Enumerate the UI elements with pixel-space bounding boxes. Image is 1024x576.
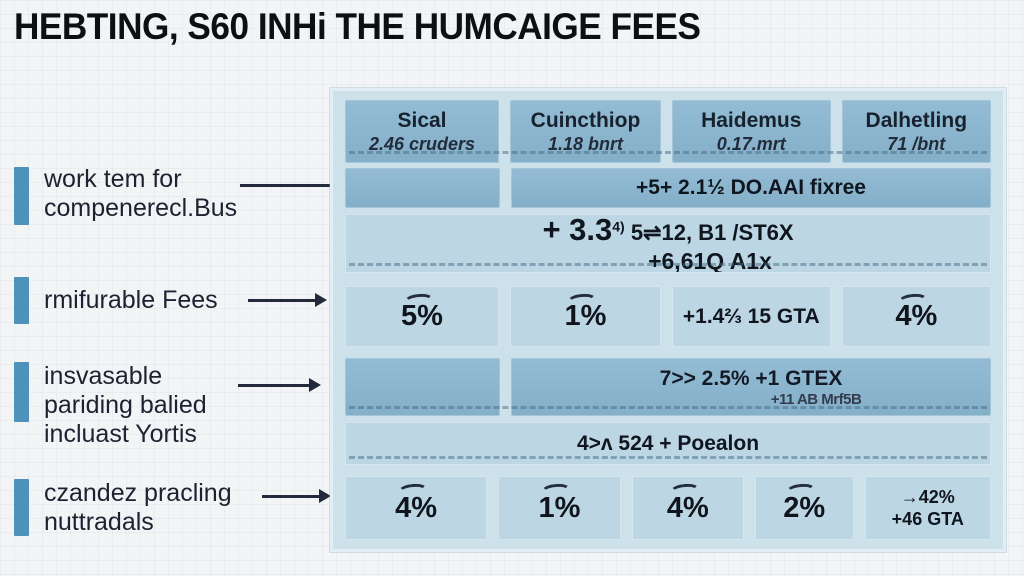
header-cell-sical: Sical 2.46 cruders [345, 100, 500, 163]
cell-value: +1.4⅔ 15 GTA [682, 304, 820, 328]
table-row: 4>ʌ 524 + Poealon [345, 422, 991, 465]
column-title: Cuincthiop [530, 108, 641, 132]
legend-label-line: insvasable [44, 362, 163, 390]
arrow-icon [248, 293, 327, 307]
column-subtitle: 71 /bnt [887, 133, 946, 154]
column-subtitle: 2.46 cruders [368, 133, 476, 154]
legend-label-1: work tem for compenerecl.Bus [44, 165, 237, 223]
cell-value: +6,61Q A1x [648, 248, 772, 273]
percent-cell: 4% [841, 286, 991, 347]
percent-value: 2% [783, 491, 826, 524]
legend-label-line: pariding balied [44, 391, 207, 419]
cell-value: 4>ʌ 524 + Poealon [576, 431, 760, 455]
column-subtitle: 0.17.mrt [716, 133, 786, 154]
header-cell-dalhetling: Dalhetling 71 /bnt [841, 100, 991, 163]
cell-value: →42% [900, 487, 955, 507]
empty-cell [345, 168, 500, 208]
legend-label-line: work tem for [44, 165, 182, 193]
cell-value: 7>> 2.5% +1 GTEX [659, 366, 843, 390]
column-title: Dalhetling [865, 108, 968, 132]
page-title: HEBTING, S60 INHi THE HUMCAIGE FEES [14, 6, 701, 47]
label-accent-bar [14, 167, 29, 225]
table-row: + 3.34) 5⇌12, B1 /ST6X +6,61Q A1x [345, 214, 991, 273]
label-accent-bar [14, 479, 29, 536]
legend-label-line: czandez pracling [44, 479, 232, 507]
column-subtitle: 1.18 bnrt [547, 133, 623, 154]
percent-value: 4% [666, 491, 709, 524]
percent-cell: 4% [631, 476, 744, 540]
cell-value-rest: 5⇌12, B1 /ST6X [624, 220, 794, 245]
legend-label-line: nuttradals [44, 508, 154, 536]
merged-cell: 4>ʌ 524 + Poealon [345, 422, 991, 465]
value-cell: +1.4⅔ 15 GTA [671, 286, 831, 347]
percent-cell: 2% [754, 476, 854, 540]
cell-value: +11 AB Mrf5B [770, 390, 862, 408]
table-row: 7>> 2.5% +1 GTEX +11 AB Mrf5B [345, 358, 991, 416]
arrow-icon [238, 378, 321, 392]
table-row: 5% 1% +1.4⅔ 15 GTA 4% [345, 286, 991, 347]
label-accent-bar [14, 277, 29, 324]
legend-label-line: rmifurable Fees [44, 286, 218, 314]
percent-value: 4% [895, 300, 938, 332]
legend-label-3: insvasable pariding balied incluast Yort… [44, 362, 207, 449]
fees-table-panel: Sical 2.46 cruders Cuincthiop 1.18 bnrt … [330, 88, 1006, 552]
table-header-row: Sical 2.46 cruders Cuincthiop 1.18 bnrt … [345, 100, 991, 163]
table-row: +5+ 2.1½ DO.AAI fixree [345, 168, 991, 208]
merged-cell: + 3.34) 5⇌12, B1 /ST6X +6,61Q A1x [345, 214, 991, 273]
merged-cell: 7>> 2.5% +1 GTEX +11 AB Mrf5B [511, 358, 991, 416]
percent-value: 1% [564, 300, 607, 332]
percent-cell: 1% [510, 286, 661, 347]
cell-value-big: + 3.3 [542, 214, 613, 247]
label-accent-bar [14, 362, 29, 422]
percent-cell: 1% [498, 476, 621, 540]
cell-value: +46 GTA [891, 509, 964, 529]
merged-cell: +5+ 2.1½ DO.AAI fixree [511, 168, 991, 208]
header-cell-haidemus: Haidemus 0.17.mrt [671, 100, 831, 163]
value-cell: →42% +46 GTA [864, 476, 991, 540]
percent-cell: 5% [345, 286, 500, 347]
percent-cell: 4% [345, 476, 488, 540]
legend-label-2: rmifurable Fees [44, 286, 218, 315]
cell-value: + 3.34) 5⇌12, B1 /ST6X [542, 214, 794, 248]
column-title: Haidemus [701, 108, 802, 132]
percent-value: 5% [401, 300, 443, 332]
legend-label-line: incluast Yortis [44, 420, 197, 448]
arrow-icon [262, 489, 331, 503]
cell-value-sup: 4) [612, 218, 625, 235]
cell-value: +5+ 2.1½ DO.AAI fixree [636, 176, 866, 199]
header-cell-cuincthiop: Cuincthiop 1.18 bnrt [510, 100, 661, 163]
table-row: 4% 1% 4% 2% →42% +46 GTA [345, 476, 991, 540]
percent-value: 1% [538, 491, 581, 524]
legend-label-line: compenerecl.Bus [44, 194, 238, 222]
column-title: Sical [397, 108, 447, 132]
empty-cell [345, 358, 500, 416]
percent-value: 4% [395, 491, 437, 524]
legend-label-4: czandez pracling nuttradals [44, 479, 232, 537]
